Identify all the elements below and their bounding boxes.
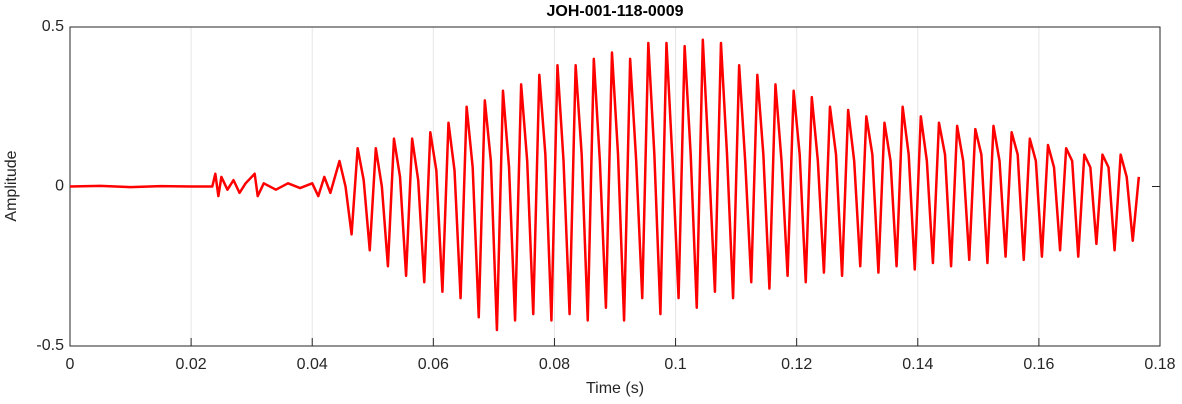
- x-tick-label: 0.08: [539, 356, 570, 373]
- x-axis-label: Time (s): [586, 380, 644, 397]
- x-tick-label: 0.18: [1144, 356, 1175, 373]
- x-tick-label: 0.02: [176, 356, 207, 373]
- x-tick-label: 0.12: [781, 356, 812, 373]
- x-tick-label: 0.16: [1023, 356, 1054, 373]
- x-tick-label: 0.06: [418, 356, 449, 373]
- y-axis-label: Amplitude: [3, 150, 20, 221]
- y-tick-label: -0.5: [36, 337, 64, 354]
- x-tick-label: 0.1: [664, 356, 686, 373]
- x-tick-label: 0.14: [902, 356, 933, 373]
- chart-title: JOH-001-118-0009: [547, 3, 684, 20]
- y-tick-label: 0.5: [42, 18, 64, 35]
- x-tick-label: 0: [66, 356, 75, 373]
- waveform-line: [69, 38, 1141, 332]
- x-tick-label: 0.04: [297, 356, 328, 373]
- y-tick-label: 0: [55, 178, 64, 195]
